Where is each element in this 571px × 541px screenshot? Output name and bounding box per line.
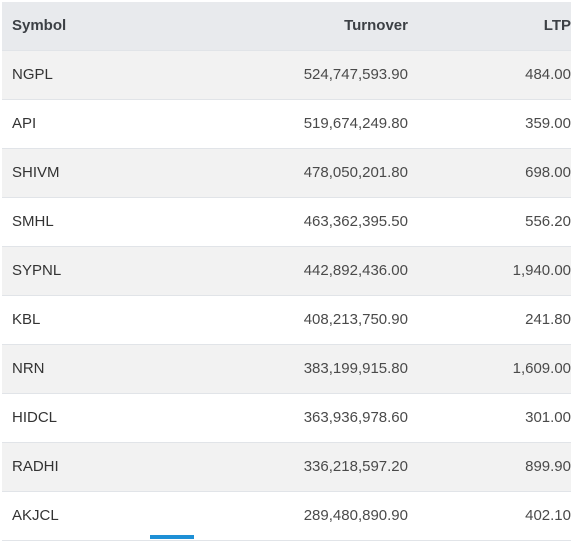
cell-ltp: 556.20: [408, 197, 571, 247]
cell-turnover: 442,892,436.00: [192, 246, 408, 296]
table-row[interactable]: SYPNL 442,892,436.00 1,940.00: [2, 246, 571, 296]
table-row[interactable]: SMHL 463,362,395.50 556.20: [2, 197, 571, 247]
cell-turnover: 519,674,249.80: [192, 99, 408, 149]
cell-ltp: 402.10: [408, 491, 571, 541]
table-header: Symbol Turnover LTP: [2, 2, 571, 51]
header-ltp[interactable]: LTP: [408, 2, 571, 51]
cell-symbol: HIDCL: [2, 393, 192, 443]
cell-ltp: 698.00: [408, 148, 571, 198]
cell-symbol: KBL: [2, 295, 192, 345]
cell-ltp: 301.00: [408, 393, 571, 443]
scroll-indicator[interactable]: [150, 535, 194, 539]
cell-symbol: SYPNL: [2, 246, 192, 296]
table-row[interactable]: AKJCL 289,480,890.90 402.10: [2, 491, 571, 541]
cell-ltp: 1,609.00: [408, 344, 571, 394]
cell-symbol: RADHI: [2, 442, 192, 492]
cell-turnover: 383,199,915.80: [192, 344, 408, 394]
header-symbol[interactable]: Symbol: [2, 2, 192, 51]
table-row[interactable]: HIDCL 363,936,978.60 301.00: [2, 393, 571, 443]
table-body: NGPL 524,747,593.90 484.00 API 519,674,2…: [2, 50, 571, 541]
cell-turnover: 289,480,890.90: [192, 491, 408, 541]
cell-turnover: 363,936,978.60: [192, 393, 408, 443]
table-row[interactable]: RADHI 336,218,597.20 899.90: [2, 442, 571, 492]
cell-turnover: 463,362,395.50: [192, 197, 408, 247]
table-row[interactable]: SHIVM 478,050,201.80 698.00: [2, 148, 571, 198]
table-row[interactable]: NGPL 524,747,593.90 484.00: [2, 50, 571, 100]
cell-turnover: 478,050,201.80: [192, 148, 408, 198]
cell-ltp: 484.00: [408, 50, 571, 100]
cell-symbol: API: [2, 99, 192, 149]
cell-symbol: SMHL: [2, 197, 192, 247]
header-turnover[interactable]: Turnover: [192, 2, 408, 51]
table-row[interactable]: NRN 383,199,915.80 1,609.00: [2, 344, 571, 394]
cell-turnover: 524,747,593.90: [192, 50, 408, 100]
cell-turnover: 408,213,750.90: [192, 295, 408, 345]
table-row[interactable]: API 519,674,249.80 359.00: [2, 99, 571, 149]
cell-ltp: 359.00: [408, 99, 571, 149]
cell-symbol: NRN: [2, 344, 192, 394]
cell-ltp: 899.90: [408, 442, 571, 492]
cell-symbol: SHIVM: [2, 148, 192, 198]
cell-ltp: 241.80: [408, 295, 571, 345]
cell-symbol: AKJCL: [2, 491, 192, 541]
cell-turnover: 336,218,597.20: [192, 442, 408, 492]
table-row[interactable]: KBL 408,213,750.90 241.80: [2, 295, 571, 345]
cell-ltp: 1,940.00: [408, 246, 571, 296]
header-row: Symbol Turnover LTP: [2, 2, 571, 51]
cell-symbol: NGPL: [2, 50, 192, 100]
